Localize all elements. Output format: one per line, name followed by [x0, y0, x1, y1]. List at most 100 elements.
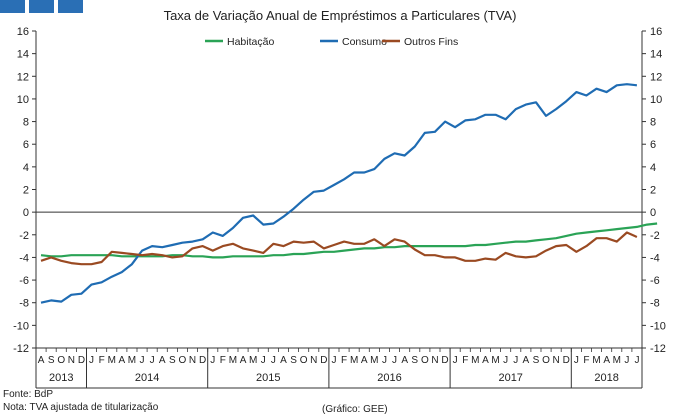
footer-credit: (Gráfico: GEE): [322, 404, 388, 415]
y-tick-label-left: -6: [19, 275, 29, 287]
y-tick-label-right: 6: [650, 139, 656, 151]
y-tick-label-right: 4: [650, 162, 656, 174]
x-month-label: J: [331, 355, 336, 366]
header-box: [58, 0, 83, 13]
y-tick-label-left: -4: [19, 252, 29, 264]
x-month-label: M: [229, 355, 237, 366]
x-month-label: J: [261, 355, 266, 366]
x-month-label: A: [361, 355, 368, 366]
series-line: [40, 231, 638, 266]
x-month-label: M: [491, 355, 499, 366]
x-year-label: 2016: [377, 372, 401, 384]
x-month-label: A: [523, 355, 530, 366]
x-month-label: A: [159, 355, 166, 366]
y-tick-label-right: -6: [650, 275, 660, 287]
x-year-label: 2014: [135, 372, 159, 384]
header-box: [0, 0, 25, 13]
series-lines: [40, 83, 658, 304]
y-tick-label-right: 14: [650, 49, 662, 61]
footer-source: Fonte: BdP: [3, 389, 54, 400]
x-month-label: A: [280, 355, 287, 366]
series-line: [40, 222, 658, 259]
axes: -12 -12 -10 -10 -8 -8 -6 -6 -4 -4 -2 -2 0 0 2 2 4 4 6 6 8 8 10…: [13, 26, 666, 389]
y-tick-label-right: 12: [650, 71, 662, 83]
y-tick-label-right: -12: [650, 343, 666, 355]
x-month-label: J: [140, 355, 145, 366]
series-line: [40, 83, 638, 304]
legend-label: Outros Fins: [404, 36, 458, 48]
x-year-label: 2013: [49, 372, 73, 384]
y-tick-label-left: -2: [19, 230, 29, 242]
x-month-label: O: [421, 355, 429, 366]
x-month-label: M: [471, 355, 479, 366]
header-box: [29, 0, 54, 13]
y-tick-label-left: 12: [17, 71, 29, 83]
x-month-label: S: [533, 355, 540, 366]
x-month-label: O: [57, 355, 65, 366]
y-tick-label-left: 0: [23, 207, 29, 219]
legend-label: Habitação: [227, 36, 274, 48]
x-month-label: A: [240, 355, 247, 366]
y-tick-label-right: -4: [650, 252, 660, 264]
y-tick-label-left: 8: [23, 117, 29, 129]
x-month-label: F: [99, 355, 105, 366]
x-month-label: A: [119, 355, 126, 366]
x-month-label: J: [271, 355, 276, 366]
y-tick-label-right: -10: [650, 320, 666, 332]
y-tick-label-right: -2: [650, 230, 660, 242]
y-tick-label-right: 8: [650, 117, 656, 129]
x-month-label: J: [503, 355, 508, 366]
x-month-label: N: [68, 355, 75, 366]
x-month-label: F: [583, 355, 589, 366]
x-month-label: N: [431, 355, 438, 366]
x-month-label: M: [370, 355, 378, 366]
chart-title: Taxa de Variação Anual de Empréstimos a …: [164, 8, 517, 23]
x-month-label: A: [603, 355, 610, 366]
y-tick-label-left: 4: [23, 162, 29, 174]
y-tick-label-right: -8: [650, 298, 660, 310]
x-month-label: A: [482, 355, 489, 366]
x-month-label: J: [634, 355, 639, 366]
x-month-label: J: [453, 355, 458, 366]
y-tick-label-left: 6: [23, 139, 29, 151]
x-month-label: F: [341, 355, 347, 366]
legend: Habitação Consumo Outros Fins: [205, 36, 458, 48]
x-month-label: J: [382, 355, 387, 366]
x-month-label: D: [441, 355, 448, 366]
legend-label: Consumo: [342, 36, 387, 48]
x-month-label: N: [553, 355, 560, 366]
x-year-label: 2015: [256, 372, 280, 384]
y-tick-label-right: 10: [650, 94, 662, 106]
y-tick-label-left: -10: [13, 320, 29, 332]
x-month-label: M: [108, 355, 116, 366]
footer-note: Nota: TVA ajustada de titularização: [3, 402, 159, 413]
y-tick-label-left: 10: [17, 94, 29, 106]
x-month-label: D: [320, 355, 327, 366]
x-year-label: 2018: [594, 372, 618, 384]
y-tick-label-right: 0: [650, 207, 656, 219]
x-month-label: F: [220, 355, 226, 366]
x-month-label: J: [624, 355, 629, 366]
y-tick-label-left: -12: [13, 343, 29, 355]
x-month-label: J: [150, 355, 155, 366]
x-month-label: J: [574, 355, 579, 366]
x-month-label: M: [128, 355, 136, 366]
x-month-label: S: [48, 355, 55, 366]
x-month-label: O: [300, 355, 308, 366]
x-month-label: S: [290, 355, 297, 366]
x-month-label: M: [350, 355, 358, 366]
x-month-label: N: [189, 355, 196, 366]
x-month-label: D: [563, 355, 570, 366]
x-month-label: D: [78, 355, 85, 366]
x-month-label: J: [513, 355, 518, 366]
x-month-label: M: [613, 355, 621, 366]
y-tick-label-left: 14: [17, 49, 29, 61]
x-month-label: J: [210, 355, 215, 366]
x-month-label: S: [411, 355, 418, 366]
x-month-label: O: [179, 355, 187, 366]
y-tick-label-left: 2: [23, 185, 29, 197]
y-tick-label-left: 16: [17, 26, 29, 38]
x-month-label: A: [38, 355, 45, 366]
x-month-label: F: [462, 355, 468, 366]
